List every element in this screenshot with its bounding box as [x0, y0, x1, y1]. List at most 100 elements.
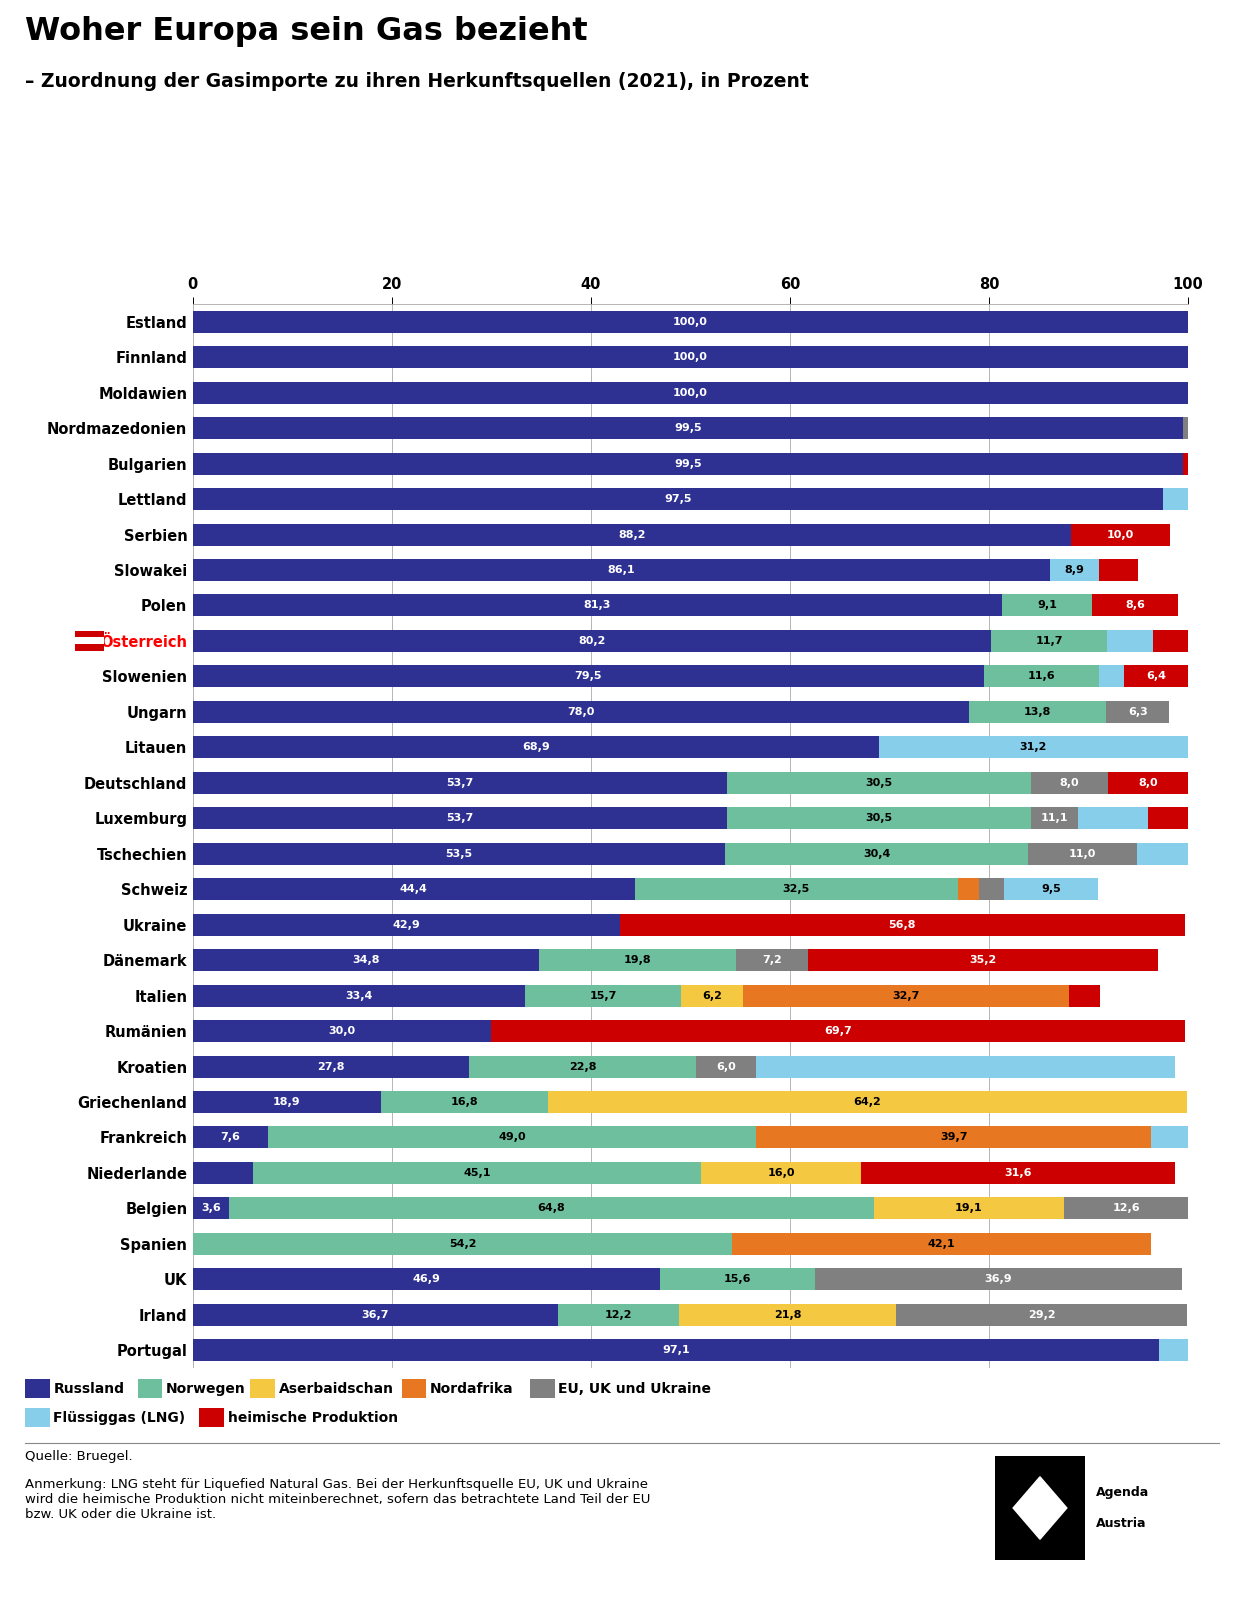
Bar [193, 701, 969, 723]
Bar [815, 1269, 1182, 1290]
Text: 6,4: 6,4 [1146, 672, 1166, 682]
Text: – Zuordnung der Gasimporte zu ihren Herkunftsquellen (2021), in Prozent: – Zuordnung der Gasimporte zu ihren Herk… [25, 72, 809, 91]
Text: 53,7: 53,7 [447, 813, 474, 824]
Bar [1125, 666, 1188, 688]
Bar [620, 914, 1186, 936]
Text: 11,1: 11,1 [1189, 813, 1217, 824]
Bar [193, 914, 620, 936]
Bar [897, 1304, 1187, 1326]
Bar [1100, 558, 1138, 581]
Bar [743, 984, 1069, 1006]
Text: 15,7: 15,7 [590, 990, 617, 1000]
Bar [1100, 666, 1125, 688]
Bar [193, 808, 728, 829]
Text: 80,2: 80,2 [578, 635, 606, 646]
Text: 27,8: 27,8 [317, 1061, 345, 1072]
Bar [1001, 595, 1092, 616]
Text: 8,0: 8,0 [1138, 778, 1158, 787]
Text: 53,7: 53,7 [447, 778, 474, 787]
Bar [1031, 771, 1108, 794]
Text: Flüssiggas (LNG): Flüssiggas (LNG) [53, 1411, 185, 1424]
Bar [659, 1269, 815, 1290]
Bar [702, 1162, 861, 1184]
Bar [491, 1021, 1186, 1042]
Text: 99,5: 99,5 [674, 459, 702, 469]
Bar [193, 418, 1183, 438]
Bar [193, 736, 878, 758]
Text: 78,0: 78,0 [567, 707, 595, 717]
Text: 13,8: 13,8 [1024, 707, 1051, 717]
Text: 10,0: 10,0 [1107, 530, 1135, 539]
Text: 30,5: 30,5 [866, 778, 893, 787]
Bar [1153, 630, 1188, 651]
Bar [1183, 453, 1188, 475]
Text: Aserbaidschan: Aserbaidschan [279, 1382, 394, 1395]
Text: 22,8: 22,8 [570, 1061, 597, 1072]
Bar [991, 630, 1107, 651]
Bar [269, 1126, 756, 1149]
Bar [75, 645, 104, 651]
Text: 44,4: 44,4 [399, 885, 428, 894]
Text: 81,3: 81,3 [583, 600, 611, 611]
Text: 54,2: 54,2 [449, 1238, 476, 1250]
Text: Nordafrika: Nordafrika [430, 1382, 514, 1395]
Bar [728, 771, 1031, 794]
Text: 53,5: 53,5 [445, 848, 473, 859]
Bar [193, 1339, 1159, 1362]
Text: 16,8: 16,8 [450, 1098, 479, 1107]
Bar [873, 1197, 1064, 1219]
Bar [253, 1162, 702, 1184]
Bar [75, 630, 104, 637]
Text: 7,6: 7,6 [220, 1133, 240, 1142]
Text: 30,0: 30,0 [328, 1026, 356, 1037]
Text: 36,9: 36,9 [984, 1274, 1013, 1285]
Text: 45,1: 45,1 [463, 1168, 490, 1178]
Text: 49,0: 49,0 [499, 1133, 526, 1142]
Bar [1092, 595, 1178, 616]
Bar [1106, 701, 1169, 723]
Text: 79,5: 79,5 [575, 672, 602, 682]
Polygon shape [1013, 1477, 1067, 1539]
Text: 9,1: 9,1 [1037, 600, 1057, 611]
Bar [736, 949, 807, 971]
Text: Russland: Russland [53, 1382, 124, 1395]
Bar [549, 1091, 1187, 1114]
Text: 8,0: 8,0 [1060, 778, 1080, 787]
Text: Anmerkung: LNG steht für Liquefied Natural Gas. Bei der Herkunftsquelle EU, UK u: Anmerkung: LNG steht für Liquefied Natur… [25, 1478, 651, 1522]
Text: 12,6: 12,6 [1112, 1203, 1141, 1213]
Bar [1050, 558, 1100, 581]
Bar [193, 1056, 469, 1077]
Bar [193, 346, 1188, 368]
Text: 7,2: 7,2 [763, 955, 782, 965]
Text: 8,9: 8,9 [1065, 565, 1085, 574]
Text: 30,4: 30,4 [863, 848, 891, 859]
Bar [958, 878, 979, 901]
Bar [1077, 808, 1148, 829]
Bar [193, 1197, 229, 1219]
Bar [193, 878, 634, 901]
Text: 15,6: 15,6 [724, 1274, 751, 1285]
Text: 18,9: 18,9 [272, 1098, 301, 1107]
Bar [725, 843, 1028, 864]
Bar [193, 595, 1001, 616]
Bar [878, 736, 1188, 758]
Bar [733, 1234, 1151, 1254]
Bar [193, 666, 984, 688]
Bar [756, 1056, 1176, 1077]
Text: 8,6: 8,6 [1126, 600, 1146, 611]
Text: 3,6: 3,6 [200, 1203, 220, 1213]
Text: EU, UK und Ukraine: EU, UK und Ukraine [559, 1382, 712, 1395]
Bar [995, 1456, 1085, 1560]
Text: 68,9: 68,9 [521, 742, 550, 752]
Text: 100,0: 100,0 [673, 317, 708, 326]
Bar [697, 1056, 756, 1077]
Bar [469, 1056, 697, 1077]
Bar [193, 771, 728, 794]
Bar [193, 949, 539, 971]
Bar [193, 1021, 491, 1042]
Text: 42,1: 42,1 [928, 1238, 955, 1250]
Bar [75, 637, 104, 645]
Text: 97,5: 97,5 [664, 494, 692, 504]
Bar [1031, 808, 1077, 829]
Text: 6,0: 6,0 [717, 1061, 736, 1072]
